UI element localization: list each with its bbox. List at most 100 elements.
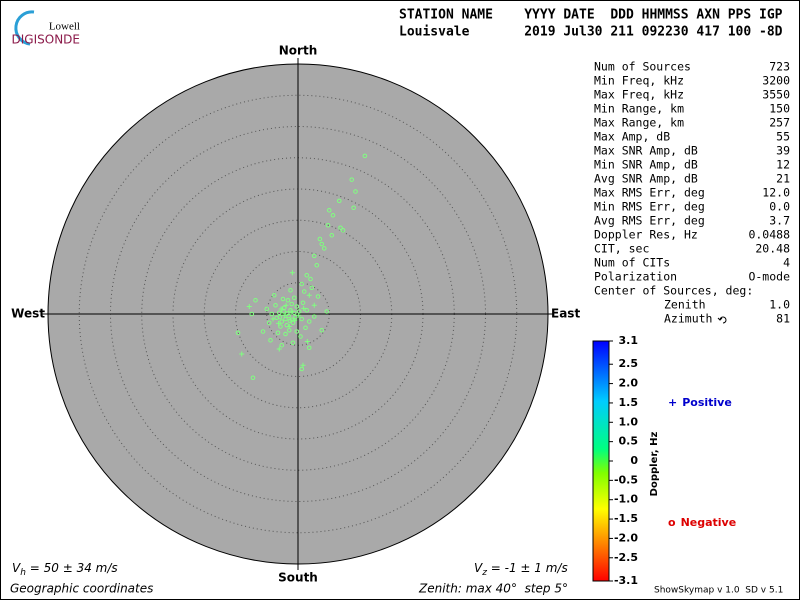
- source-negative: [319, 241, 325, 247]
- source-positive: [306, 292, 312, 298]
- colorbar-tick-label: 3.1: [619, 334, 639, 347]
- colorbar-tick-label: -1.0: [614, 493, 638, 506]
- source-negative: [362, 153, 368, 159]
- zenith-note: Zenith: max 40° step 5°: [418, 582, 568, 596]
- stat-value: O-mode: [748, 270, 790, 284]
- logo-bottom: DIGISONDE: [12, 33, 80, 47]
- stat-value: 12: [776, 158, 790, 172]
- source-negative: [284, 322, 290, 328]
- source-negative: [291, 310, 297, 316]
- source-negative: [293, 314, 298, 320]
- source-negative: [279, 342, 285, 348]
- source-positive: [288, 309, 294, 315]
- colorbar-tick-label: 2.5: [619, 357, 639, 370]
- source-positive: [300, 362, 306, 368]
- source-negative: [250, 375, 256, 381]
- stat-label: Min RMS Err, deg: [594, 200, 705, 214]
- source-negative: [260, 329, 266, 334]
- source-negative: [268, 337, 273, 343]
- source-negative: [353, 189, 358, 194]
- header-line: STATION NAME YYYY DATE DDD HHMMSS AXN PP…: [399, 8, 783, 23]
- source-positive: [270, 316, 276, 322]
- source-negative: [304, 307, 310, 313]
- direction-label: West: [11, 307, 45, 321]
- source-negative: [309, 285, 315, 291]
- source-negative: [298, 334, 303, 339]
- direction-label: East: [551, 307, 580, 321]
- source-negative: [321, 246, 327, 251]
- stat-value: 150: [769, 102, 790, 116]
- stat-label: Min Range, km: [594, 102, 684, 116]
- azimuth-icon: [717, 316, 727, 324]
- source-negative: [308, 276, 313, 282]
- source-negative: [315, 294, 321, 299]
- source-positive: [276, 346, 282, 352]
- legend-name: Positive: [682, 396, 732, 409]
- source-positive: [281, 312, 287, 318]
- direction-label: North: [279, 44, 317, 58]
- version: ShowSkymap v 1.0 SD v 5.1: [654, 586, 783, 596]
- source-negative: [351, 205, 356, 211]
- source-positive: [289, 270, 295, 276]
- source-negative: [235, 330, 241, 336]
- stat-value: 0.0: [769, 200, 790, 214]
- source-negative: [303, 325, 308, 331]
- source-negative: [290, 340, 296, 346]
- source-negative: [299, 316, 305, 322]
- stat-label: Zenith: [664, 298, 706, 312]
- stat-label: Min Freq, kHz: [594, 74, 684, 88]
- stat-label: Max Range, km: [594, 116, 684, 130]
- source-positive: [286, 324, 292, 329]
- source-positive: [311, 302, 317, 308]
- colorbar-tick-label: 2.0: [619, 377, 639, 390]
- stat-label: Max Freq, kHz: [594, 88, 684, 102]
- source-negative: [278, 324, 283, 329]
- source-negative: [285, 297, 291, 303]
- source-negative: [336, 198, 342, 204]
- source-negative: [319, 327, 325, 333]
- source-negative: [283, 331, 288, 337]
- stat-label: Avg RMS Err, deg: [594, 214, 705, 228]
- colorbar-tick-label: 0: [630, 454, 638, 467]
- legend-entry: + Positive: [668, 396, 732, 409]
- stat-value: 3550: [762, 88, 790, 102]
- source-negative: [271, 292, 277, 298]
- stat-value: 4: [783, 256, 790, 270]
- stat-value: 3200: [762, 74, 790, 88]
- vh-label: Vh = 50 ± 34 m/s: [12, 561, 118, 578]
- stat-label: CIT, sec: [594, 242, 649, 256]
- source-positive: [301, 305, 307, 311]
- source-negative: [289, 301, 295, 307]
- source-negative: [317, 236, 323, 242]
- source-negative: [249, 311, 255, 317]
- source-negative: [294, 329, 300, 334]
- stat-label: Num of Sources: [594, 60, 691, 74]
- source-negative: [299, 281, 305, 287]
- stat-value: 21: [776, 172, 790, 186]
- source-positive: [296, 312, 302, 318]
- source-negative: [325, 222, 331, 228]
- stat-label: Num of CITs: [594, 256, 670, 270]
- stat-label: Avg SNR Amp, dB: [594, 172, 698, 186]
- source-negative: [311, 253, 317, 259]
- colorbar-tick-label: 1.0: [619, 415, 639, 428]
- source-negative: [329, 232, 335, 238]
- legend-entry: o Negative: [668, 516, 736, 529]
- source-negative: [288, 287, 293, 293]
- source-negative: [285, 311, 290, 316]
- source-negative: [314, 262, 320, 268]
- source-negative: [294, 304, 300, 309]
- coords-note: Geographic coordinates: [10, 582, 153, 596]
- stat-label: Polarization: [594, 270, 677, 284]
- legend-marker: o: [668, 516, 676, 529]
- source-positive: [276, 320, 282, 326]
- stat-label: Doppler Res, Hz: [594, 228, 698, 242]
- stat-value: 39: [776, 144, 790, 158]
- header-line: Louisvale 2019 Jul30 211 092230 417 100 …: [399, 25, 783, 40]
- logo-top: Lowell: [49, 21, 80, 33]
- colorbar-tick-label: -3.1: [614, 574, 638, 587]
- source-negative: [287, 318, 293, 324]
- source-negative: [338, 225, 343, 231]
- stat-label: Max Amp, dB: [594, 130, 670, 144]
